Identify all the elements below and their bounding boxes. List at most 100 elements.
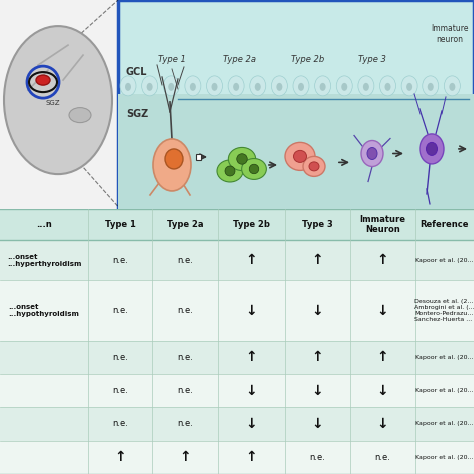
Ellipse shape [69,108,91,123]
Ellipse shape [423,76,439,96]
FancyBboxPatch shape [118,94,474,209]
Ellipse shape [255,83,261,91]
Ellipse shape [401,76,417,96]
Text: n.e.: n.e. [177,419,193,428]
Bar [0,441,474,474]
Text: Type 3: Type 3 [358,55,386,64]
Ellipse shape [367,147,377,159]
Text: SGZ: SGZ [126,109,148,119]
Text: ↓: ↓ [377,303,388,318]
Text: ↑: ↑ [377,254,388,267]
Text: ↑: ↑ [246,350,257,364]
Ellipse shape [406,83,412,91]
Text: ↓: ↓ [312,417,323,431]
Text: Type 3: Type 3 [302,220,333,229]
Ellipse shape [272,76,287,96]
Text: n.e.: n.e. [112,419,128,428]
Ellipse shape [449,83,456,91]
Ellipse shape [336,76,352,96]
Ellipse shape [163,76,179,96]
Text: ↑: ↑ [246,254,257,267]
Text: n.e.: n.e. [177,386,193,395]
Text: ↑: ↑ [246,450,257,465]
Text: n.e.: n.e. [112,306,128,315]
Text: Kapoor et al. (20...: Kapoor et al. (20... [415,258,474,263]
Text: Type 2b: Type 2b [292,55,325,64]
Ellipse shape [358,76,374,96]
Ellipse shape [303,156,325,176]
Ellipse shape [168,83,174,91]
Text: Type 2a: Type 2a [224,55,256,64]
Ellipse shape [165,149,183,169]
Ellipse shape [120,76,136,96]
Text: Kapoor et al. (20...: Kapoor et al. (20... [415,388,474,393]
Text: Kapoor et al. (20...: Kapoor et al. (20... [415,455,474,460]
Ellipse shape [142,76,158,96]
Ellipse shape [309,162,319,171]
Text: ↓: ↓ [246,383,257,398]
Ellipse shape [185,76,201,96]
Ellipse shape [225,166,235,176]
Ellipse shape [233,83,239,91]
Ellipse shape [293,150,307,163]
FancyBboxPatch shape [196,154,201,160]
Ellipse shape [228,147,255,171]
Text: ↑: ↑ [312,254,323,267]
Ellipse shape [285,142,315,170]
Bar [0,281,474,340]
Ellipse shape [249,164,259,173]
Text: ↑: ↑ [179,450,191,465]
Ellipse shape [293,76,309,96]
Text: Immature
neuron: Immature neuron [431,24,469,44]
Text: n.e.: n.e. [112,256,128,265]
Ellipse shape [211,83,218,91]
Text: n.e.: n.e. [177,256,193,265]
Bar [0,240,474,281]
Text: n.e.: n.e. [310,453,326,462]
Ellipse shape [36,75,50,85]
Bar [0,407,474,441]
Ellipse shape [420,134,444,164]
Text: ↓: ↓ [246,303,257,318]
Text: ↑: ↑ [377,350,388,364]
Text: ...onset
...hypothyroidism: ...onset ...hypothyroidism [9,304,80,317]
Ellipse shape [207,76,222,96]
Ellipse shape [427,142,438,155]
Text: ↓: ↓ [377,417,388,431]
Ellipse shape [341,83,347,91]
Ellipse shape [217,160,243,182]
Text: ↓: ↓ [377,383,388,398]
Text: Type 2a: Type 2a [167,220,203,229]
Text: Kapoor et al. (20...: Kapoor et al. (20... [415,355,474,360]
Text: Type 1: Type 1 [105,220,136,229]
Ellipse shape [363,83,369,91]
Ellipse shape [125,83,131,91]
Text: Immature
Neuron: Immature Neuron [359,215,405,234]
Text: ↑: ↑ [312,350,323,364]
Text: n.e.: n.e. [112,386,128,395]
Bar [0,374,474,407]
Text: ↓: ↓ [312,303,323,318]
Text: Kapoor et al. (20...: Kapoor et al. (20... [415,421,474,427]
FancyBboxPatch shape [118,0,474,209]
Ellipse shape [250,76,266,96]
Ellipse shape [4,26,112,174]
Text: n.e.: n.e. [177,353,193,362]
Text: ↓: ↓ [246,417,257,431]
Ellipse shape [190,83,196,91]
Text: SGZ: SGZ [46,100,60,106]
Text: n.e.: n.e. [112,353,128,362]
Text: ↓: ↓ [312,383,323,398]
Ellipse shape [319,83,326,91]
Ellipse shape [242,158,266,180]
Ellipse shape [428,83,434,91]
Ellipse shape [298,83,304,91]
Ellipse shape [361,140,383,166]
Ellipse shape [228,76,244,96]
Text: ...onset
...hyperthyroidism: ...onset ...hyperthyroidism [7,254,81,267]
Text: n.e.: n.e. [374,453,391,462]
Ellipse shape [146,83,153,91]
Ellipse shape [153,139,191,191]
Text: Desouza et al. (2...
Ambrogini et al. (...
Montero-Pedrazu...
Sanchez-Huerta ...: Desouza et al. (2... Ambrogini et al. (.… [414,299,474,322]
Ellipse shape [384,83,391,91]
